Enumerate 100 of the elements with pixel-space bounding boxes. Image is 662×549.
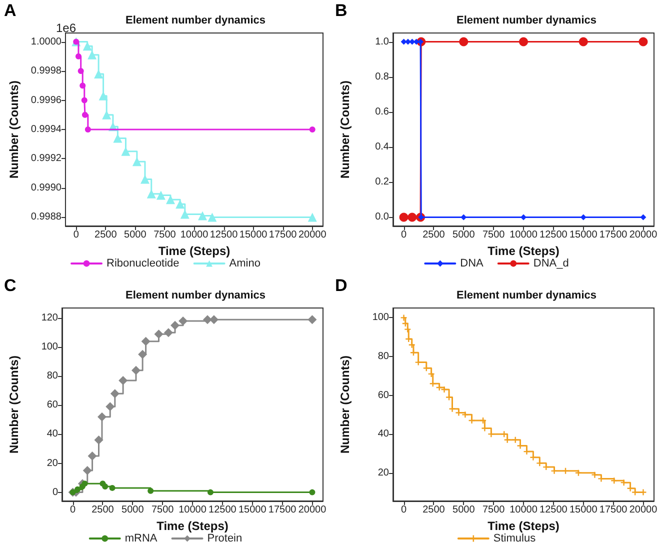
- y-tick-label: 60: [378, 390, 390, 401]
- x-tick-label: 5000: [452, 504, 476, 516]
- point: [82, 480, 88, 487]
- x-tick-label: 10000: [178, 504, 207, 516]
- chart-title: Element number dynamics: [126, 14, 266, 26]
- y-tick-label: 20: [378, 467, 390, 478]
- x-tick-label: 15000: [238, 504, 267, 516]
- x-tick-label: 12500: [540, 230, 568, 240]
- x-axis-title: Time (Steps): [156, 518, 228, 533]
- x-tick-label: 2500: [94, 230, 118, 240]
- x-tick-label: 20000: [629, 504, 658, 516]
- x-tick-label: 20000: [298, 230, 327, 240]
- point: [97, 412, 106, 422]
- text: C: [4, 276, 16, 295]
- point: [166, 195, 175, 204]
- y-tick-label: 0.9998: [30, 66, 62, 77]
- point: [138, 350, 148, 359]
- x-tick-label: 12500: [210, 230, 238, 240]
- point: [131, 366, 140, 375]
- y-axis-title: Number (Counts): [338, 356, 352, 454]
- point: [468, 418, 475, 424]
- y-tick-label: 80: [46, 370, 58, 382]
- legend-label: Protein: [207, 532, 242, 544]
- x-tick-label: 20000: [298, 504, 327, 516]
- point: [536, 460, 543, 466]
- point: [620, 480, 627, 486]
- chart-title: Element number dynamics: [456, 14, 596, 26]
- point: [198, 211, 208, 220]
- y-tick-label: 1.0: [375, 36, 390, 48]
- point: [78, 68, 84, 74]
- point: [154, 330, 164, 339]
- legend-label: DNA: [460, 258, 484, 270]
- point: [132, 157, 142, 166]
- point: [176, 200, 185, 209]
- x-axis-title: Time (Steps): [158, 244, 230, 258]
- point: [208, 212, 217, 222]
- y-tick-label: 0.4: [375, 142, 390, 153]
- y-tick-label: 0.6: [375, 106, 390, 118]
- y-tick-label: 100: [41, 342, 58, 353]
- y-tick-label: 0.9992: [30, 153, 62, 164]
- point: [309, 126, 316, 132]
- legend-label: DNA_d: [533, 258, 569, 270]
- x-tick-label: 17500: [599, 230, 628, 240]
- legend-label: Amino: [229, 258, 260, 270]
- chart-title: Element number dynamics: [456, 290, 596, 302]
- y-tick-label: 0.8: [375, 71, 390, 82]
- legend-label: mRNA: [124, 532, 158, 544]
- legend-label: Ribonucleotide: [106, 258, 180, 270]
- y-tick-label: 40: [378, 428, 390, 440]
- x-tick-label: 15000: [569, 504, 598, 516]
- point: [110, 389, 120, 398]
- point: [504, 436, 510, 443]
- point: [488, 431, 494, 438]
- y-tick-label: 0: [52, 486, 58, 498]
- x-tick-label: 10000: [510, 504, 538, 516]
- x-tick-label: 15000: [239, 230, 268, 240]
- point: [82, 112, 88, 118]
- point: [627, 485, 634, 492]
- point: [180, 210, 190, 219]
- point: [82, 466, 92, 476]
- point: [428, 370, 434, 377]
- x-tick-label: 15000: [569, 230, 598, 240]
- x-tick-label: 12500: [540, 504, 568, 516]
- point: [102, 483, 108, 490]
- point: [148, 488, 154, 494]
- point: [94, 436, 104, 445]
- x-tick-label: 0: [400, 230, 407, 240]
- point: [156, 190, 166, 200]
- y-tick-label: 1.0000: [30, 36, 62, 48]
- y-tick-label: 0.2: [375, 176, 390, 188]
- point: [462, 412, 468, 418]
- y-tick-label: 100: [372, 312, 390, 324]
- x-tick-label: 7500: [151, 504, 174, 516]
- x-tick-label: 5000: [122, 504, 144, 516]
- y-tick-label: 60: [46, 400, 58, 411]
- point: [400, 314, 407, 321]
- text: B: [335, 1, 348, 20]
- legend-label: Stimulus: [493, 532, 536, 544]
- x-tick-label: 0: [70, 504, 76, 516]
- y-tick-label: 0.0: [375, 212, 390, 223]
- point: [82, 42, 92, 51]
- y-tick-label: 0.9990: [30, 182, 62, 194]
- y-tick-label: 120: [41, 312, 58, 324]
- point: [178, 316, 188, 326]
- point: [88, 452, 97, 461]
- point: [75, 53, 82, 60]
- y-axis-title: Number (Counts): [7, 80, 21, 178]
- point: [106, 402, 115, 412]
- point: [164, 328, 173, 338]
- x-tick-label: 5000: [124, 230, 147, 240]
- x-axis-title: Time (Steps): [488, 244, 560, 258]
- point: [81, 97, 88, 104]
- point: [109, 484, 116, 491]
- point: [170, 320, 180, 330]
- point: [202, 315, 212, 324]
- y-tick-label: 0.9988: [30, 212, 62, 223]
- text: A: [4, 1, 16, 20]
- point: [441, 386, 448, 392]
- point: [207, 489, 214, 496]
- x-tick-label: 10000: [180, 230, 209, 240]
